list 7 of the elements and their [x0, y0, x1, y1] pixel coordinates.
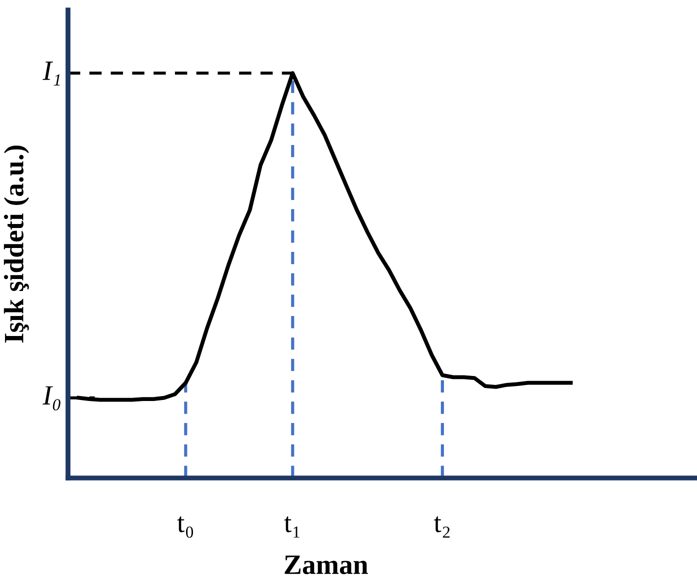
- x-axis-title: Zaman: [284, 556, 368, 574]
- y-axis-title: Işık şiddeti (a.u.): [4, 146, 30, 343]
- ref-line-label: I₁: [42, 62, 60, 86]
- x-tick-label: t₀: [177, 516, 194, 538]
- ref-line-label: I₀: [42, 386, 60, 410]
- x-tick-label: t₂: [434, 516, 450, 538]
- x-tick-label: t₁: [284, 516, 300, 538]
